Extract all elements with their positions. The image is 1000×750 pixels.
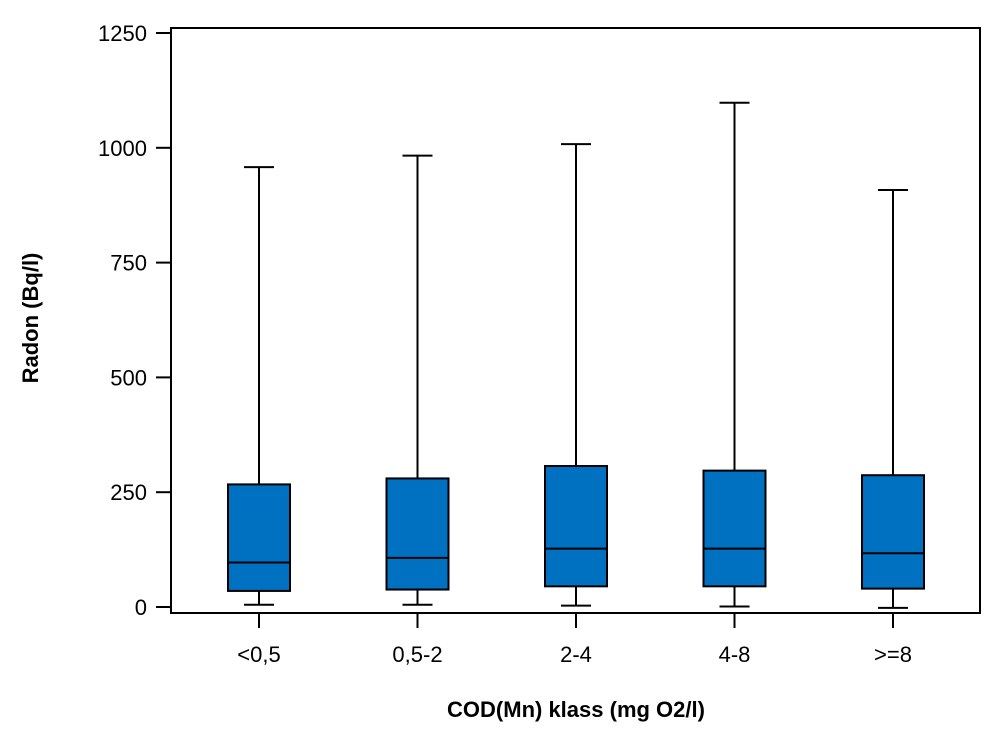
x-axis-title: COD(Mn) klass (mg O2/l) (447, 697, 705, 722)
x-tick-label: >=8 (874, 642, 912, 667)
iqr-box (702, 469, 767, 588)
iqr-box (544, 465, 608, 588)
x-tick-label: 0,5-2 (392, 642, 442, 667)
iqr-box (861, 474, 925, 590)
y-tick-label: 500 (110, 365, 147, 390)
box-plot-3 (544, 143, 608, 607)
y-tick-label: 750 (110, 251, 147, 276)
box-plot-5 (861, 189, 925, 609)
x-axis: <0,5 0,5-2 2-4 4-8 >=8 (237, 613, 912, 667)
y-tick-label: 250 (110, 480, 147, 505)
x-tick-label: 4-8 (719, 642, 751, 667)
y-axis: 0 250 500 750 1000 1250 (98, 21, 171, 620)
x-tick-label: 2-4 (560, 642, 592, 667)
box-plot-1 (227, 166, 291, 606)
iqr-box (385, 477, 450, 591)
iqr-box (227, 483, 291, 592)
y-axis-title: Radon (Bq/l) (18, 253, 43, 384)
y-tick-label: 1000 (98, 136, 147, 161)
y-tick-label: 0 (135, 595, 147, 620)
box-series (227, 101, 925, 609)
box-plot-2 (385, 154, 450, 606)
x-tick-label: <0,5 (237, 642, 280, 667)
y-tick-label: 1250 (98, 21, 147, 46)
box-plot-4 (702, 101, 767, 608)
